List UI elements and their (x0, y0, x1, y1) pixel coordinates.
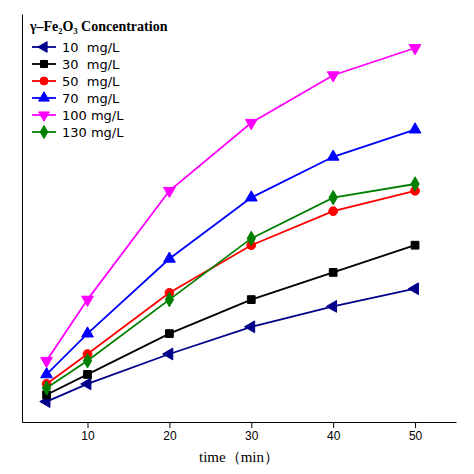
marker (245, 119, 257, 129)
x-tick-label: 20 (163, 429, 177, 443)
legend-label: 100 mg/L (62, 108, 124, 123)
x-tick-label: 50 (409, 429, 423, 443)
legend-label: 10 mg/L (62, 40, 120, 55)
legend-marker (40, 77, 48, 85)
marker (42, 381, 50, 395)
x-tick-mark (251, 422, 252, 428)
x-tick-label: 30 (245, 429, 259, 443)
series-line (47, 191, 415, 384)
series (41, 123, 421, 378)
marker (411, 177, 419, 191)
chart: 10 20 30 40 50 γ–Fe₂O₃ Concentration 10 mg/L 30… (0, 0, 474, 474)
marker (82, 327, 94, 337)
marker (166, 330, 174, 338)
marker (408, 283, 418, 295)
marker (247, 231, 255, 245)
marker (411, 241, 419, 249)
marker (82, 296, 94, 306)
marker (244, 321, 254, 333)
legend-entry: 70 mg/L (32, 91, 120, 106)
marker (164, 252, 176, 262)
legend-label: 130 mg/L (62, 125, 124, 140)
series (42, 186, 419, 388)
marker (84, 371, 92, 379)
series (40, 283, 419, 408)
legend-label: 50 mg/L (62, 74, 120, 89)
x-tick: 30 (245, 422, 259, 443)
x-tick-label: 40 (327, 429, 341, 443)
marker (41, 357, 53, 367)
x-axis-label: time（min） (199, 449, 279, 465)
marker (247, 296, 255, 304)
legend-label: 30 mg/L (62, 57, 120, 72)
x-axis: 10 20 30 40 50 (23, 422, 457, 443)
marker (409, 45, 421, 55)
legend-marker (40, 60, 47, 67)
x-tick-label: 10 (81, 429, 95, 443)
marker (164, 187, 176, 197)
x-tick-mark (88, 422, 89, 428)
marker (329, 190, 337, 204)
marker (163, 348, 173, 360)
series (42, 177, 419, 395)
x-tick-mark (333, 422, 334, 428)
marker (245, 191, 257, 201)
legend-entry: 30 mg/L (32, 57, 120, 72)
plot: 10 20 30 40 50 γ–Fe₂O₃ Concentration 10 mg/L 30… (23, 15, 457, 443)
x-tick-mark (415, 422, 416, 428)
legend-marker (40, 125, 48, 138)
marker (329, 207, 338, 216)
marker (409, 123, 421, 133)
x-tick: 20 (163, 422, 177, 443)
legend-entry: 50 mg/L (32, 74, 120, 89)
legend-title: γ–Fe₂O₃ Concentration (29, 19, 168, 34)
legend-entry: 130 mg/L (32, 125, 124, 140)
marker (329, 269, 337, 277)
series-line (47, 289, 415, 402)
legend-entry: 100 mg/L (32, 108, 124, 123)
marker (165, 292, 173, 306)
marker (81, 378, 91, 390)
y-axis (22, 15, 23, 423)
legend-marker (39, 112, 50, 121)
series-line (47, 130, 415, 375)
legend-marker (39, 92, 50, 101)
series (43, 241, 419, 398)
x-tick: 10 (81, 422, 95, 443)
series (41, 45, 421, 368)
x-tick: 50 (409, 422, 423, 443)
y-axis-line (22, 15, 23, 423)
x-tick-mark (169, 422, 170, 428)
marker (83, 354, 91, 368)
series-line (47, 48, 415, 361)
marker (41, 368, 53, 378)
marker (327, 150, 339, 160)
legend-label: 70 mg/L (62, 91, 120, 106)
marker (326, 301, 336, 313)
legend-marker (38, 42, 47, 53)
series-line (47, 184, 415, 388)
marks (40, 45, 421, 408)
legend-entry: 10 mg/L (32, 40, 120, 55)
x-tick: 40 (327, 422, 341, 443)
marker (327, 72, 339, 82)
legend: γ–Fe₂O₃ Concentration 10 mg/L 30 mg/L 50 mg… (29, 19, 168, 140)
